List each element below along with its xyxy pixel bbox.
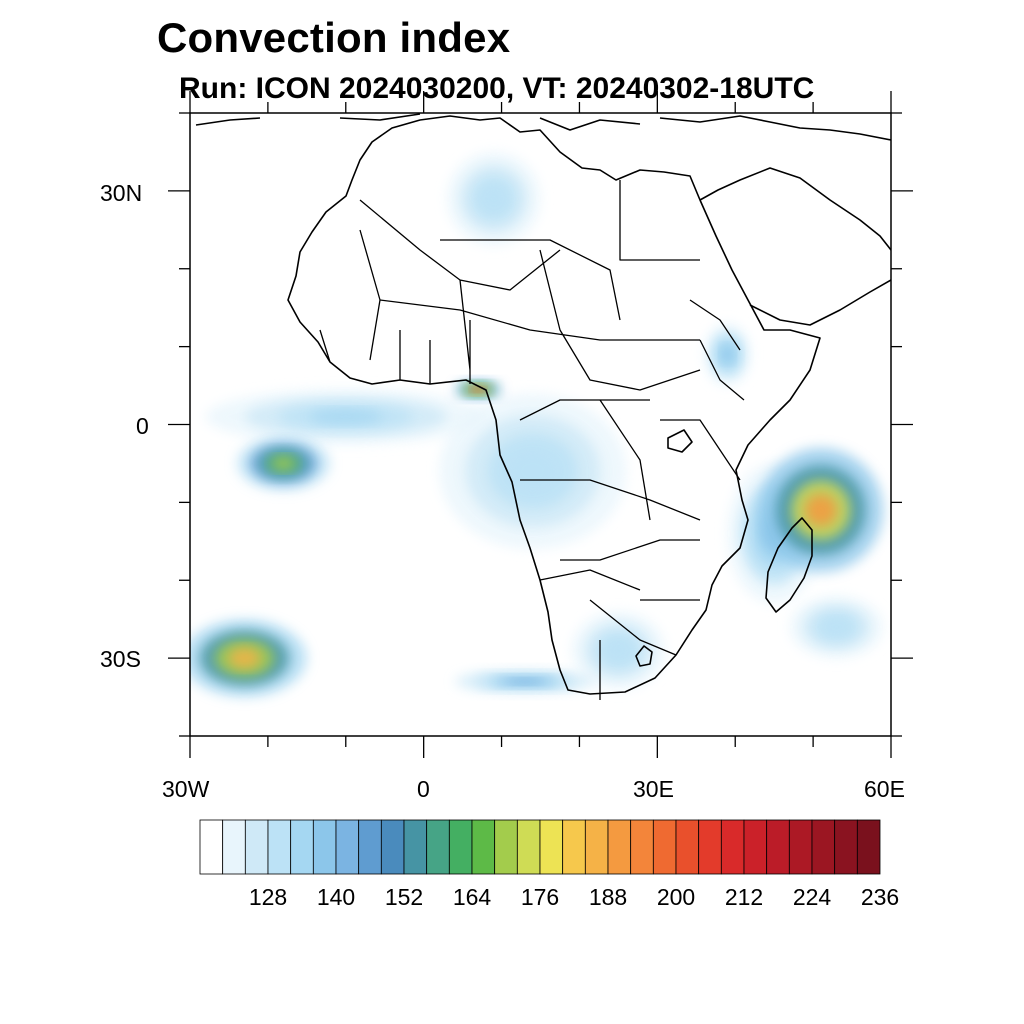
colorbar-tick-label: 188 bbox=[588, 884, 628, 910]
field-south-atlantic-system bbox=[228, 648, 261, 669]
colorbar bbox=[199, 819, 881, 875]
colorbar-swatch bbox=[403, 819, 428, 875]
field-south-atlantic-band bbox=[506, 678, 544, 685]
coastlines-borders bbox=[195, 113, 891, 700]
madagascar-coastline bbox=[765, 517, 813, 613]
map-title: Convection index bbox=[157, 14, 511, 61]
colorbar-swatch bbox=[222, 819, 246, 875]
field-gulf-of-guinea bbox=[309, 409, 383, 424]
colorbar-swatch bbox=[788, 819, 813, 875]
map-subtitle: Run: ICON 2024030200, VT: 20240302-18UTC bbox=[179, 72, 815, 105]
colorbar-swatch bbox=[448, 819, 473, 875]
colorbar-swatch bbox=[675, 819, 700, 875]
lon-tick-label: 60E bbox=[864, 776, 905, 802]
lon-tick-label: 30W bbox=[162, 776, 210, 802]
africa-coastline bbox=[287, 115, 821, 695]
field-indian-ocean-south bbox=[824, 618, 849, 636]
lat-tick-label: 30S bbox=[100, 646, 141, 672]
colorbar-swatch bbox=[652, 819, 677, 875]
lon-tick-label: 30E bbox=[633, 776, 674, 802]
colorbar-swatch bbox=[720, 819, 745, 875]
convection-field-layer bbox=[190, 151, 884, 698]
field-madagascar-east-system bbox=[804, 493, 838, 527]
colorbar-swatch bbox=[471, 819, 496, 875]
colorbar-swatch bbox=[743, 819, 768, 875]
colorbar-swatch bbox=[811, 819, 836, 875]
colorbar-tick-label: 176 bbox=[520, 884, 560, 910]
colorbar-swatch bbox=[516, 819, 541, 875]
lake-victoria bbox=[667, 429, 693, 453]
colorbar-tick-label: 224 bbox=[792, 884, 832, 910]
colorbar-swatch bbox=[290, 819, 314, 875]
field-ethiopia bbox=[721, 346, 734, 363]
colorbar-tick-label: 140 bbox=[316, 884, 356, 910]
colorbar-swatch bbox=[856, 819, 881, 875]
lat-tick-label: 30N bbox=[100, 180, 143, 206]
colorbar-tick-label: 212 bbox=[724, 884, 764, 910]
colorbar-swatch bbox=[199, 819, 224, 875]
colorbar-tick-label: 152 bbox=[384, 884, 424, 910]
colorbar-tick-label: 164 bbox=[452, 884, 492, 910]
colorbar-swatch bbox=[834, 819, 858, 875]
europe-coastline bbox=[195, 113, 891, 141]
colorbar-swatch bbox=[584, 819, 609, 875]
colorbar-swatch bbox=[358, 819, 382, 875]
colorbar-swatch bbox=[630, 819, 654, 875]
colorbar-swatch bbox=[539, 819, 564, 875]
colorbar-tick-label: 200 bbox=[656, 884, 696, 910]
lesotho-border bbox=[635, 645, 653, 667]
axis-ticks bbox=[168, 91, 913, 758]
colorbar-swatch bbox=[267, 819, 292, 875]
colorbar-swatch bbox=[494, 819, 518, 875]
lat-tick-label: 0 bbox=[136, 413, 149, 439]
colorbar-swatch bbox=[607, 819, 632, 875]
field-west-equatorial-atlantic bbox=[271, 456, 296, 471]
colorbar-tick-label: 236 bbox=[860, 884, 900, 910]
colorbar-swatch bbox=[426, 819, 450, 875]
colorbar-swatch bbox=[335, 819, 360, 875]
field-sahara-north bbox=[481, 186, 506, 211]
arabia-coastline bbox=[699, 167, 891, 326]
colorbar-swatch bbox=[312, 819, 337, 875]
colorbar-swatch bbox=[380, 819, 405, 875]
country-borders bbox=[319, 180, 745, 700]
field-south-africa bbox=[606, 640, 631, 661]
lon-tick-label: 0 bbox=[417, 776, 430, 802]
colorbar-swatch bbox=[562, 819, 586, 875]
colorbar-tick-label: 128 bbox=[248, 884, 288, 910]
colorbar-swatch bbox=[766, 819, 790, 875]
colorbar-swatch bbox=[698, 819, 722, 875]
colorbar-swatch bbox=[244, 819, 269, 875]
field-central-africa bbox=[508, 450, 558, 492]
